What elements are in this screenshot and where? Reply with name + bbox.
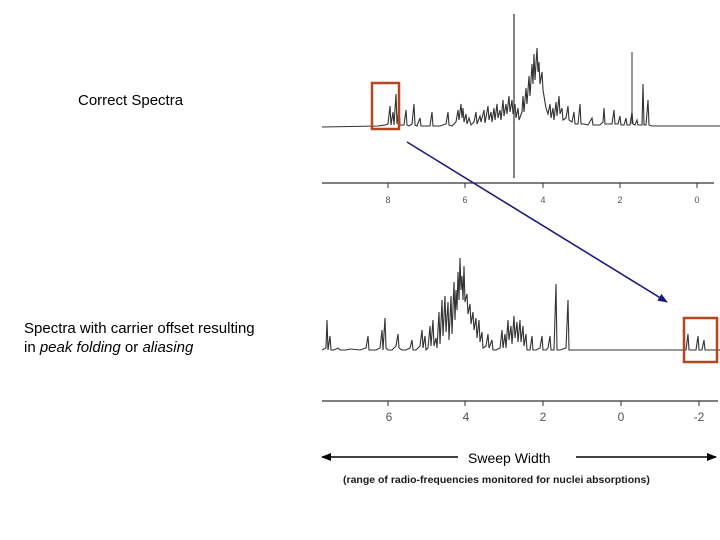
sweep-width-label: Sweep Width <box>468 450 551 466</box>
top-tick-label: 4 <box>540 195 545 205</box>
offset-label-pre: in <box>24 339 40 356</box>
top-spectrum <box>321 14 720 188</box>
bottom-axis-labels: 6 4 2 0 -2 <box>386 410 705 424</box>
bottom-tick-label: 6 <box>386 410 393 424</box>
bottom-spectrum-trace <box>321 257 720 352</box>
bottom-tick-label: -2 <box>694 410 705 424</box>
top-tick-label: 6 <box>462 195 467 205</box>
bottom-tick-label: 4 <box>463 410 470 424</box>
offset-label-mid: or <box>120 339 143 356</box>
folding-arrow <box>406 141 668 303</box>
top-tick-label: 8 <box>385 195 390 205</box>
correct-spectra-label: Correct Spectra <box>78 92 184 109</box>
sweep-range-note: (range of radio-frequencies monitored fo… <box>343 474 650 486</box>
bottom-tick-label: 0 <box>618 410 625 424</box>
top-spectrum-trace <box>321 47 720 128</box>
aliasing-term: aliasing <box>142 339 194 356</box>
top-tick-label: 0 <box>694 195 699 205</box>
top-axis-labels: 8 6 4 2 0 <box>385 195 699 205</box>
bottom-tick-label: 2 <box>540 410 547 424</box>
offset-spectra-label: Spectra with carrier offset resulting in… <box>24 319 324 357</box>
top-highlight-box <box>370 81 401 131</box>
bottom-spectrum <box>321 257 720 406</box>
top-tick-label: 2 <box>617 195 622 205</box>
bottom-highlight-box <box>682 316 719 364</box>
peak-folding-term: peak folding <box>39 339 121 356</box>
offset-label-line1: Spectra with carrier offset resulting <box>24 320 255 337</box>
